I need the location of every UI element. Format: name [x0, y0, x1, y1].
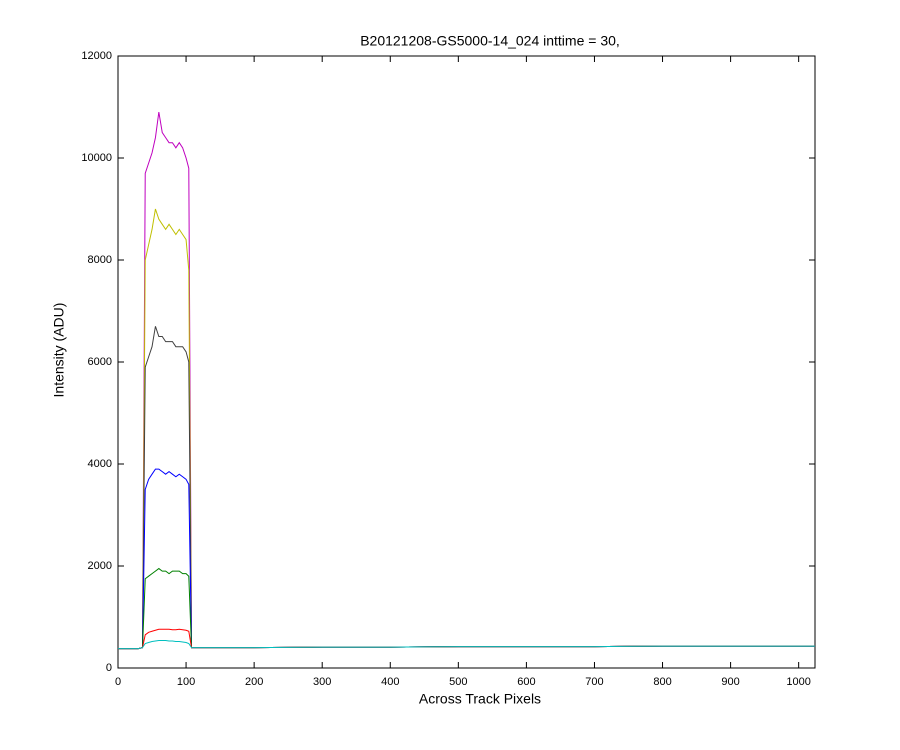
x-tick-label: 700: [585, 676, 603, 688]
x-tick-label: 0: [115, 676, 121, 688]
y-axis-label: Intensity (ADU): [51, 303, 67, 398]
x-tick-label: 1000: [786, 676, 810, 688]
y-tick-label: 10000: [81, 152, 112, 164]
x-tick-label: 200: [245, 676, 263, 688]
y-tick-label: 12000: [81, 50, 112, 62]
x-tick-label: 400: [381, 676, 399, 688]
x-tick-label: 800: [653, 676, 671, 688]
y-tick-label: 6000: [88, 356, 112, 368]
x-tick-label: 300: [313, 676, 331, 688]
y-tick-label: 0: [106, 662, 112, 674]
y-tick-label: 2000: [88, 560, 112, 572]
x-tick-label: 900: [721, 676, 739, 688]
x-tick-label: 500: [449, 676, 467, 688]
x-tick-label: 600: [517, 676, 535, 688]
series-line: [118, 639, 815, 650]
y-tick-label: 8000: [88, 254, 112, 266]
y-tick-label: 4000: [88, 458, 112, 470]
chart-title: B20121208-GS5000-14_024 inttime = 30,: [360, 33, 620, 49]
x-tick-label: 100: [177, 676, 195, 688]
x-axis-label: Across Track Pixels: [419, 691, 541, 707]
